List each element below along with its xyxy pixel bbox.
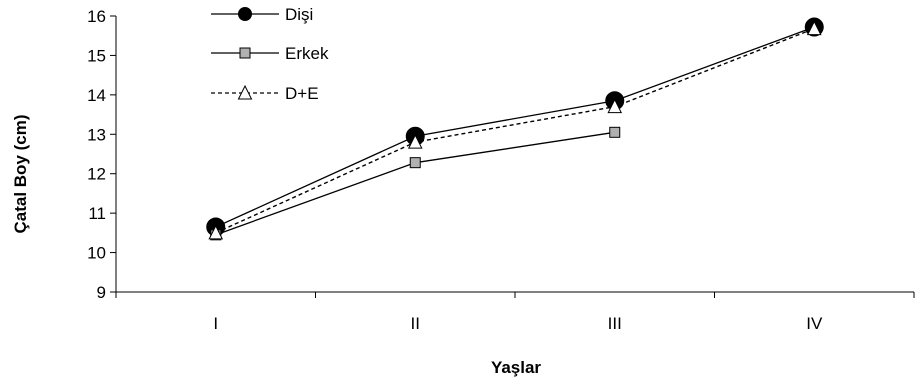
series-d-e [208, 20, 822, 240]
marker-square [409, 157, 421, 169]
legend-item: Erkek [211, 44, 329, 63]
y-tick-label: 16 [87, 7, 106, 26]
marker-triangle [607, 98, 623, 114]
y-tick-label: 9 [97, 283, 106, 302]
marker-triangle [208, 224, 224, 240]
y-tick-label: 13 [87, 125, 106, 144]
y-tick-label: 11 [88, 204, 106, 223]
marker-square [239, 47, 251, 59]
series-layer [206, 17, 824, 241]
legend-item: Dişi [211, 5, 313, 24]
legend-label: Dişi [285, 5, 313, 24]
x-tick-label: IV [806, 314, 823, 333]
marker-circle [238, 7, 252, 21]
y-tick-label: 14 [87, 86, 106, 105]
legend-label: Erkek [285, 44, 329, 63]
marker-triangle [806, 20, 822, 36]
y-tick-label: 10 [87, 244, 106, 263]
series-line [215, 26, 815, 228]
x-axis-label: Yaşlar [491, 358, 541, 377]
legend-item: D+E [211, 84, 319, 103]
series-line [215, 27, 815, 234]
y-axis-label: Çatal Boy (cm) [11, 114, 30, 233]
y-tick-label: 12 [87, 165, 106, 184]
x-tick-label: I [213, 314, 218, 333]
y-tick-label: 15 [87, 46, 106, 65]
legend-label: D+E [285, 84, 319, 103]
marker-triangle [407, 134, 423, 149]
x-tick-label: II [411, 314, 420, 333]
marker-triangle [237, 84, 253, 100]
legend: Dişi Erkek D+E [211, 5, 329, 103]
marker-square [609, 126, 621, 138]
x-tick-label: III [608, 314, 622, 333]
